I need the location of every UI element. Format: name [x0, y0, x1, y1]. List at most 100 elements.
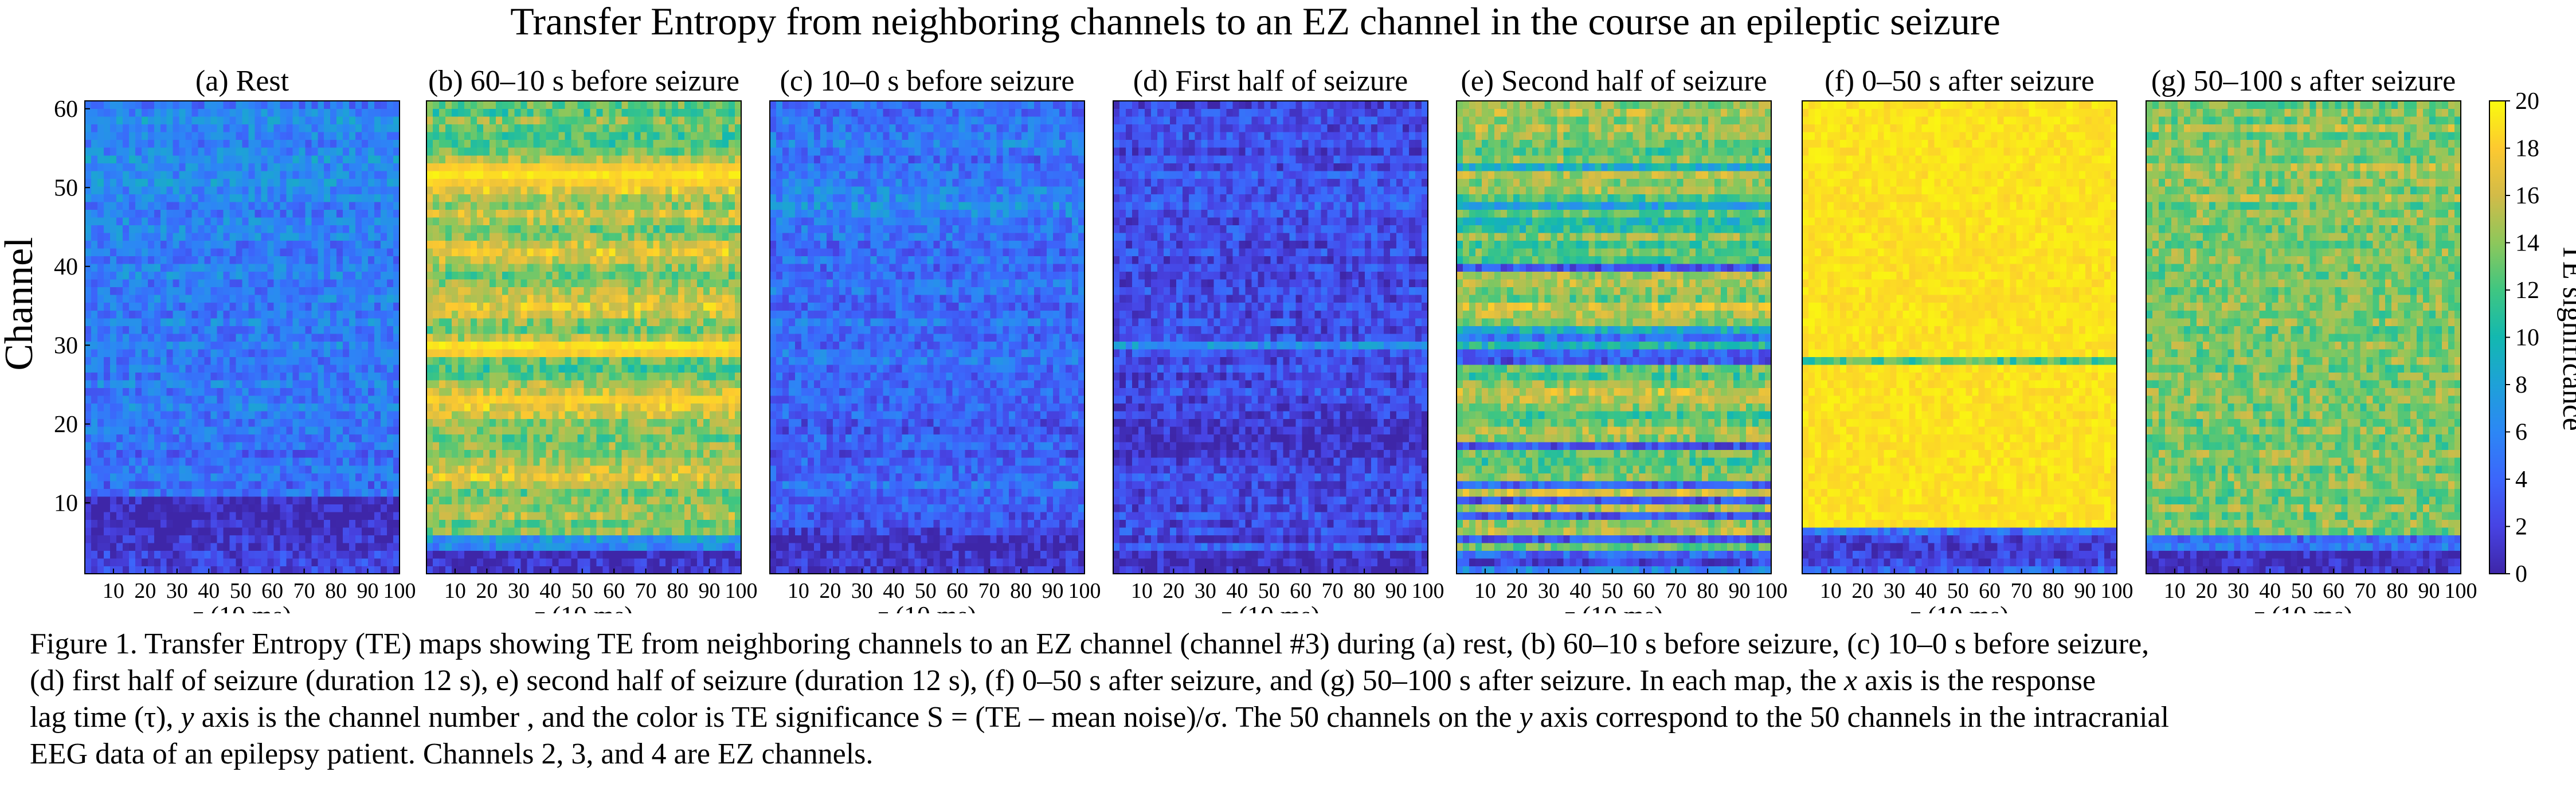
heatmap-cell [703, 496, 710, 504]
heatmap-cell [217, 178, 224, 186]
heatmap-cell [527, 357, 534, 365]
heatmap-cell [596, 287, 603, 295]
heatmap-cell [217, 209, 224, 217]
heatmap-cell [324, 248, 331, 256]
heatmap-cell [368, 457, 375, 465]
heatmap-cell [330, 543, 337, 551]
heatmap-cell [330, 380, 337, 388]
heatmap-cell [311, 457, 318, 465]
heatmap-cell [305, 155, 312, 163]
heatmap-cell [211, 178, 218, 186]
heatmap-cell [248, 140, 255, 148]
heatmap-cell [91, 295, 98, 303]
heatmap-cell [142, 171, 148, 179]
heatmap-cell [502, 349, 509, 357]
heatmap-cell [621, 527, 628, 535]
heatmap-cell [464, 426, 471, 434]
heatmap-cell [116, 101, 123, 109]
heatmap-cell [286, 465, 293, 473]
heatmap-cell [91, 326, 98, 334]
heatmap-cell [286, 411, 293, 419]
heatmap-cell [148, 256, 155, 264]
heatmap-cell [445, 272, 452, 280]
heatmap-cell [684, 380, 691, 388]
heatmap-cell [621, 496, 628, 504]
heatmap-cell [154, 318, 161, 326]
heatmap-cell [735, 512, 742, 520]
heatmap-cell [324, 550, 331, 558]
heatmap-cell [374, 419, 381, 427]
heatmap-cell [336, 248, 343, 256]
heatmap-cell [173, 395, 180, 404]
heatmap-cell [148, 101, 155, 109]
heatmap-cell [508, 550, 515, 558]
heatmap-cell [85, 124, 92, 132]
heatmap-cell [230, 194, 237, 202]
heatmap-cell [362, 496, 369, 504]
heatmap-cell [477, 527, 484, 535]
heatmap-cell [186, 279, 193, 287]
heatmap-cell [381, 303, 387, 311]
heatmap-cell [330, 496, 337, 504]
heatmap-cell [735, 295, 742, 303]
heatmap-cell [336, 395, 343, 404]
heatmap-cell [142, 550, 148, 558]
heatmap-cell [160, 147, 167, 155]
heatmap-cell [527, 419, 534, 427]
heatmap-cell [230, 465, 237, 473]
heatmap-cell [502, 303, 509, 311]
heatmap-cell [602, 341, 609, 349]
heatmap-cell [722, 434, 729, 442]
heatmap-cell [148, 519, 155, 527]
heatmap-cell [305, 272, 312, 280]
heatmap-cell [659, 380, 666, 388]
heatmap-cell [154, 217, 161, 225]
heatmap-cell [154, 178, 161, 186]
heatmap-cell [198, 163, 205, 171]
heatmap-cell [521, 558, 528, 566]
heatmap-cell [659, 535, 666, 543]
heatmap-cell [609, 295, 616, 303]
heatmap-cell [490, 387, 496, 395]
heatmap-cell [697, 411, 704, 419]
heatmap-cell [716, 465, 723, 473]
heatmap-cell [160, 109, 167, 117]
heatmap-cell [267, 442, 274, 450]
heatmap-cell [565, 380, 572, 388]
heatmap-cell [471, 535, 477, 543]
heatmap-cell [217, 519, 224, 527]
heatmap-cell [179, 372, 186, 380]
heatmap-cell [160, 488, 167, 496]
heatmap-cell [292, 504, 299, 512]
heatmap-cell [546, 558, 553, 566]
heatmap-cell [173, 334, 180, 342]
heatmap-cell [596, 403, 603, 411]
heatmap-cell [515, 295, 522, 303]
heatmap-cell [123, 473, 130, 481]
heatmap-cell [110, 109, 117, 117]
heatmap-cell [110, 334, 117, 342]
heatmap-cell [129, 365, 136, 373]
heatmap-cell [173, 519, 180, 527]
heatmap-cell [255, 411, 261, 419]
heatmap-cell [230, 326, 237, 334]
heatmap-cell [192, 481, 199, 489]
heatmap-cell [273, 303, 280, 311]
heatmap-cell [393, 217, 400, 225]
heatmap-cell [192, 512, 199, 520]
heatmap-cell [116, 326, 123, 334]
heatmap-cell [97, 334, 104, 342]
heatmap-cell [142, 519, 148, 527]
heatmap-cell [217, 558, 224, 566]
heatmap-cell [211, 124, 218, 132]
heatmap-cell [647, 403, 653, 411]
heatmap-cell [324, 326, 331, 334]
heatmap-cell [280, 334, 287, 342]
heatmap-cell [205, 326, 212, 334]
heatmap-cell [464, 372, 471, 380]
heatmap-cell [135, 380, 142, 388]
heatmap-cell [527, 387, 534, 395]
heatmap-cell [324, 287, 331, 295]
heatmap-cell [242, 256, 249, 264]
heatmap-cell [502, 442, 509, 450]
